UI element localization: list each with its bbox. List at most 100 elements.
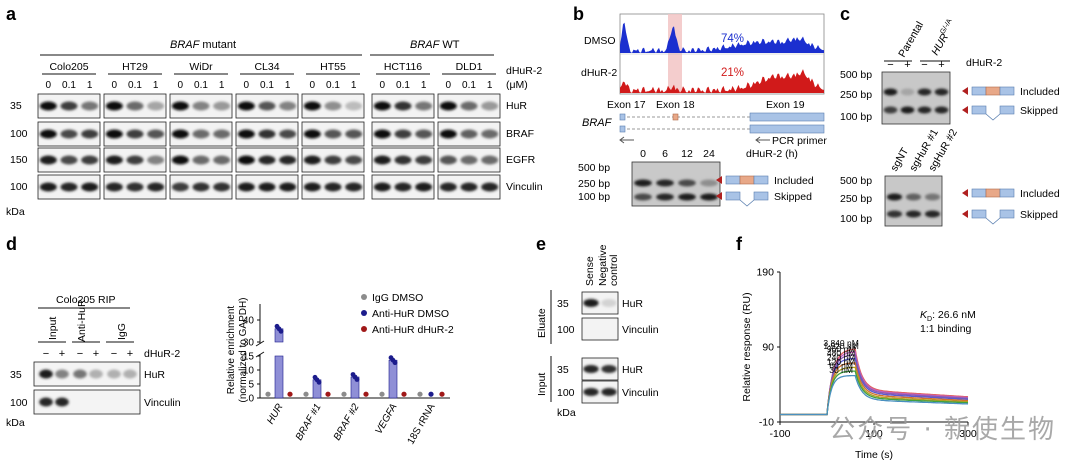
western-band <box>460 101 478 111</box>
included-label: Included <box>1020 188 1060 200</box>
dose-label: 0.1 <box>194 80 208 91</box>
timepoint-label: 24 <box>703 148 715 160</box>
track-value-dmso: 74% <box>721 33 744 45</box>
legend-skip-junction <box>739 199 755 207</box>
western-band <box>55 369 69 379</box>
legend-exon18 <box>985 188 1001 198</box>
western-band <box>147 182 165 192</box>
western-band <box>415 101 433 111</box>
category-label: BRAF #2 <box>332 402 362 443</box>
ladder-250-c1: 250 bp <box>840 89 872 101</box>
western-band <box>237 101 255 111</box>
legend-exon17 <box>971 188 987 198</box>
concentration-label: 60 nM <box>829 361 853 371</box>
track-value-dhur2: 21% <box>721 67 744 79</box>
ladder-500-b: 500 bp <box>578 162 610 174</box>
skipped-label: Skipped <box>1020 105 1058 117</box>
western-band <box>213 155 231 165</box>
x-tick-label: 300 <box>959 428 977 440</box>
exon18-box <box>672 113 679 121</box>
treatment-sign: − <box>77 348 83 360</box>
protein-label: HuR <box>506 100 527 112</box>
ladder-100-b: 100 bp <box>578 191 610 203</box>
legend-exon19 <box>999 86 1015 96</box>
included-label: Included <box>774 175 814 187</box>
treatment-sign: − <box>921 59 927 71</box>
western-band <box>481 129 499 139</box>
data-point <box>341 391 347 397</box>
western-band <box>213 182 231 192</box>
included-marker <box>962 87 968 95</box>
western-band <box>213 129 231 139</box>
y-tick-label: -10 <box>759 417 774 429</box>
mw-label: 35 <box>557 364 569 376</box>
cell-line-label: HT29 <box>122 61 148 73</box>
western-band <box>324 129 342 139</box>
concentration-label: 1,920 nM <box>823 341 858 351</box>
panel-a-letter: a <box>6 4 17 24</box>
western-band <box>373 101 391 111</box>
category-label: 18S rRNA <box>406 402 438 447</box>
skipped-band <box>656 193 674 201</box>
sensorgram-curve <box>780 354 968 416</box>
western-band <box>394 182 412 192</box>
legend-skip-junction <box>985 113 1001 121</box>
primer-arrow-fwd <box>619 136 634 144</box>
gel-frame <box>884 175 943 227</box>
dose-label: 0.1 <box>326 80 340 91</box>
western-band <box>126 155 144 165</box>
group-label-wt-suffix: WT <box>439 39 459 51</box>
western-band <box>237 182 255 192</box>
group-label-mutant: BRAF mutant <box>170 39 236 51</box>
western-band <box>345 129 363 139</box>
header-control: control <box>608 254 620 286</box>
section-eluate: Eluate <box>536 308 548 338</box>
included-marker <box>716 176 722 184</box>
gene-label-braf: BRAF <box>582 117 613 129</box>
header-sense: Sense <box>584 256 596 286</box>
sensorgram-curve <box>780 351 969 416</box>
skipped-band <box>905 210 922 218</box>
x-axis-label: Time (s) <box>855 449 893 461</box>
ladder-250-c2: 250 bp <box>840 193 872 205</box>
western-band <box>60 155 78 165</box>
western-band <box>147 101 165 111</box>
legend-marker <box>361 310 367 316</box>
western-band <box>279 182 297 192</box>
panel-c-letter: c <box>840 4 850 24</box>
skipped-band <box>934 106 949 114</box>
mw-label: 150 <box>10 154 28 166</box>
y-tick-label: 40 <box>243 316 255 327</box>
dose-label: 0 <box>112 80 118 91</box>
y-tick-label: 190 <box>756 267 774 279</box>
y-tick-label: 90 <box>762 342 774 354</box>
y-tick-label: 10 <box>243 366 255 377</box>
western-band <box>39 155 57 165</box>
y-tick-label: 30 <box>243 338 255 349</box>
legend-label: Anti-HuR DMSO <box>372 308 449 320</box>
western-band <box>81 101 99 111</box>
time-label-b: dHuR-2 (h) <box>746 148 798 160</box>
western-band <box>81 182 99 192</box>
legend-label: IgG DMSO <box>372 292 423 304</box>
included-marker <box>962 189 968 197</box>
western-band <box>303 182 321 192</box>
included-band <box>883 88 898 96</box>
western-band <box>237 155 255 165</box>
concentration-label: 240 nM <box>827 352 855 362</box>
cell-line-label: Colo205 <box>49 61 88 73</box>
kda-label-d: kDa <box>6 417 25 429</box>
western-band <box>123 369 137 379</box>
data-point <box>278 328 284 334</box>
mw-label: 35 <box>10 369 22 381</box>
legend-exon19-skip <box>999 209 1015 219</box>
data-point <box>379 391 385 397</box>
legend-exon17 <box>725 175 741 185</box>
mw-label: 100 <box>10 181 28 193</box>
western-band <box>583 299 599 307</box>
y-tick-label: 0 <box>248 394 254 405</box>
exon17-box-1 <box>619 113 626 121</box>
watermark: 公众号 · 新使生物 <box>829 415 1056 445</box>
western-band <box>481 101 499 111</box>
western-band <box>60 129 78 139</box>
